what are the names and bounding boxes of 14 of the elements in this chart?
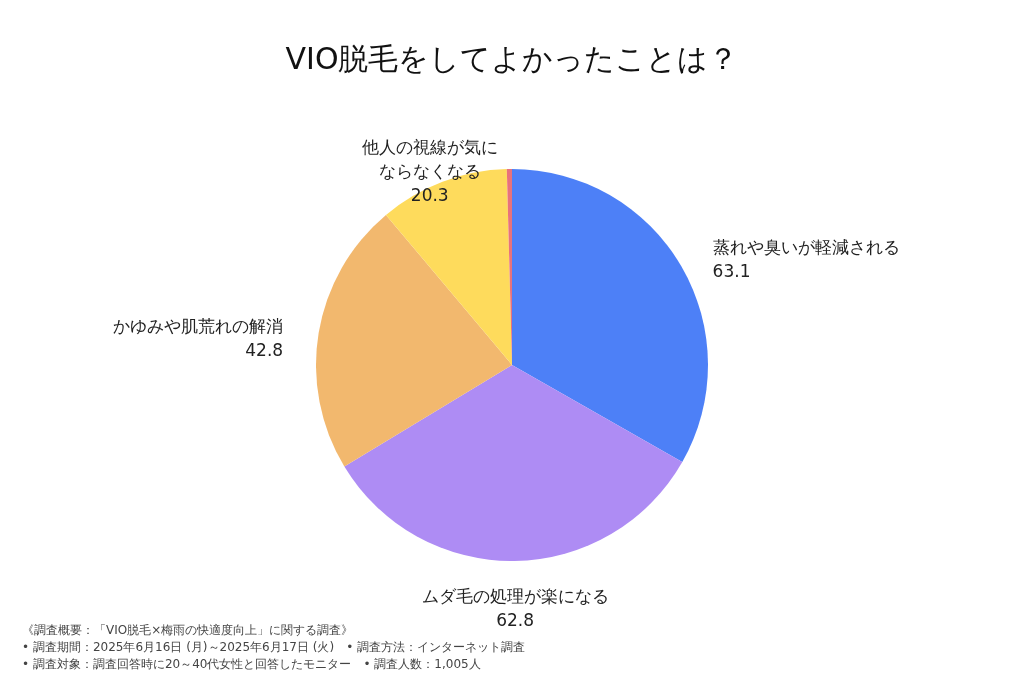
data-label: 42.8 <box>245 340 284 361</box>
data-label: 20.3 <box>410 185 449 206</box>
pie-slice <box>316 214 512 467</box>
data-label: 63.1 <box>712 261 751 282</box>
text: • 調査対象：調査回答時に20～40代女性と回答したモニター • 調査人数：1,005人 <box>22 657 481 671</box>
text: 《調査概要：「VIO脱毛×梅雨の快適度向上」に関する調査》 <box>22 623 354 637</box>
chart-title: VIO脱毛をしてよかったことは？ <box>285 41 739 76</box>
data-label: 62.8 <box>496 609 534 630</box>
slice-label: かゆみや肌荒れの解消 <box>113 316 284 337</box>
slice-label: ムダ毛の処理が楽になる <box>421 585 609 606</box>
pie-slice <box>512 169 708 463</box>
pie-slice <box>344 365 683 561</box>
slice-label: 蒸れや臭いが軽減される <box>712 237 900 258</box>
text: • 調査期間：2025年6月16日 (月)～2025年6月17日 (火) • 調査方法：インターネット調査 <box>22 640 526 654</box>
